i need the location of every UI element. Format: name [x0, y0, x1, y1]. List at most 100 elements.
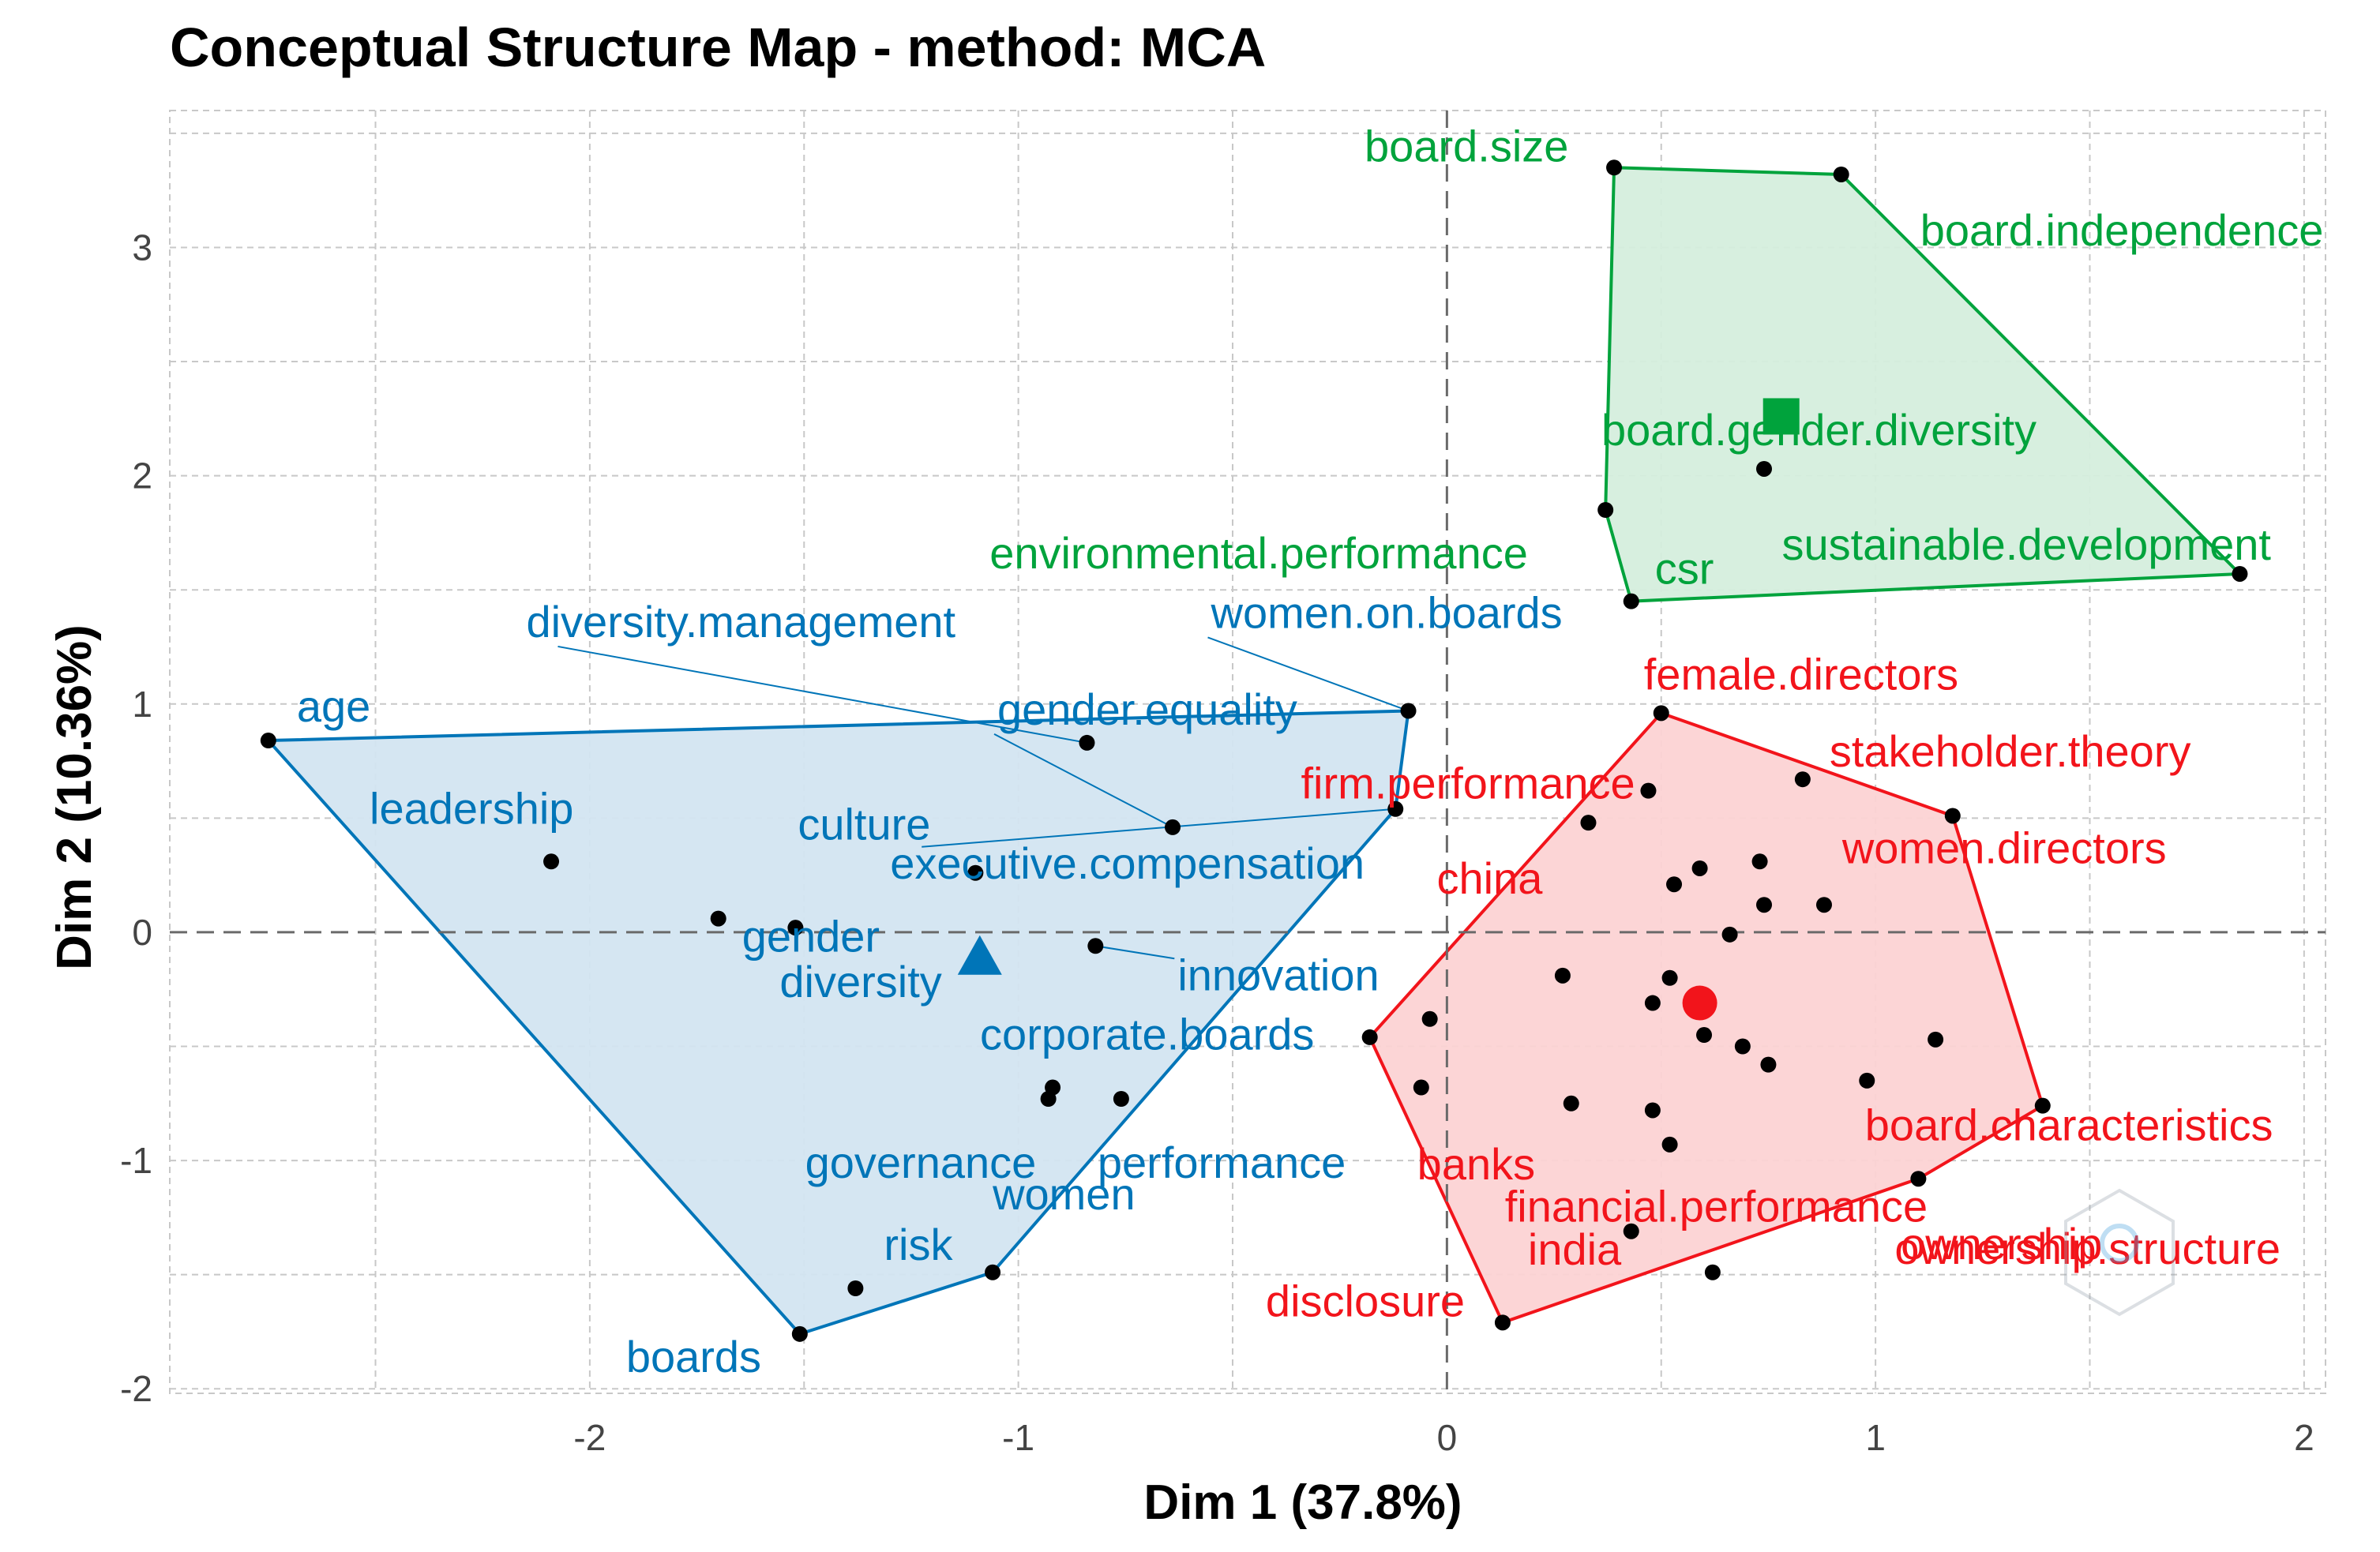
- cluster-centroids: [957, 398, 1800, 1021]
- term-point: [1928, 1031, 1944, 1048]
- term-label: ownership: [1901, 1219, 2102, 1269]
- y-tick-label: 1: [132, 684, 152, 725]
- term-label: women.on.boards: [1211, 587, 1563, 637]
- axis-ticks: -2 -1 0 1 2 -2 -1 0 1 2 3: [120, 227, 2314, 1458]
- term-label: innovation: [1177, 950, 1379, 999]
- term-point: [847, 1280, 864, 1296]
- term-point: [1597, 502, 1614, 519]
- term-point: [1087, 938, 1104, 954]
- term-label: board.size: [1365, 121, 1568, 171]
- y-tick-label: -2: [120, 1368, 152, 1409]
- leader-line: [1207, 636, 1409, 712]
- cluster-2-hull: [1604, 166, 2244, 603]
- term-point: [2232, 565, 2248, 582]
- term-label: board.characteristics: [1865, 1100, 2273, 1150]
- term-point: [1666, 876, 1683, 893]
- plot-frame: [169, 110, 2326, 1394]
- term-point: [1653, 705, 1669, 722]
- y-axis-title: Dim 2 (10.36%): [47, 624, 102, 970]
- x-axis-title: Dim 1 (37.8%): [1143, 1475, 1462, 1530]
- term-label: culture: [798, 800, 930, 849]
- term-point: [1696, 1027, 1713, 1044]
- term-label: financial.performance: [1505, 1182, 1928, 1231]
- term-label: india: [1528, 1224, 1622, 1274]
- term-label: diversity: [779, 957, 941, 1007]
- term-label: stakeholder.theory: [1830, 726, 2191, 776]
- term-point: [1040, 1091, 1057, 1108]
- term-point: [791, 1325, 808, 1342]
- term-point: [1661, 1136, 1678, 1153]
- term-point: [1833, 166, 1849, 182]
- term-point: [2034, 1097, 2051, 1114]
- term-point: [1563, 1095, 1579, 1112]
- term-point: [1387, 800, 1404, 817]
- term-label: risk: [884, 1220, 953, 1269]
- leader-line: [1095, 945, 1175, 960]
- term-point: [1756, 897, 1773, 913]
- term-point: [1079, 734, 1095, 751]
- leader-lines: [557, 636, 1409, 960]
- term-label: women.directors: [1841, 823, 2167, 872]
- term-label: diversity.management: [526, 597, 955, 647]
- term-point: [1623, 1223, 1639, 1239]
- x-tick-label: -2: [573, 1417, 606, 1458]
- term-label: female.directors: [1644, 649, 1958, 699]
- term-label: sustainable.development: [1781, 519, 2271, 569]
- x-tick-label: -1: [1002, 1417, 1034, 1458]
- term-label: board.gender.diversity: [1601, 405, 2037, 455]
- term-point: [1113, 1091, 1129, 1108]
- term-label: executive.compensation: [890, 838, 1365, 888]
- term-point: [1721, 926, 1738, 943]
- term-label: banks: [1417, 1139, 1535, 1189]
- y-tick-label: 0: [132, 912, 152, 953]
- cluster-1-centroid: [957, 935, 1002, 975]
- term-point: [787, 920, 804, 936]
- term-point: [1691, 860, 1708, 876]
- term-label: age: [297, 681, 370, 731]
- term-point: [543, 853, 560, 870]
- term-point: [1554, 967, 1571, 984]
- term-point: [1751, 853, 1768, 870]
- term-point: [1815, 897, 1832, 913]
- term-label: disclosure: [1266, 1276, 1465, 1325]
- term-point: [1606, 159, 1623, 176]
- term-label: board.independence: [1920, 205, 2324, 255]
- term-point: [1859, 1072, 1875, 1089]
- term-point: [1644, 995, 1661, 1011]
- term-label: ownership.structure: [1894, 1224, 2281, 1273]
- leader-line: [557, 645, 1087, 744]
- term-point: [1494, 1314, 1511, 1331]
- x-tick-label: 0: [1437, 1417, 1458, 1458]
- cluster-2-centroid: [1762, 398, 1800, 435]
- leader-line: [922, 808, 1396, 848]
- term-point: [1734, 1038, 1751, 1055]
- watermark-logo-icon: [2064, 1188, 2175, 1317]
- term-point: [1400, 703, 1417, 719]
- y-tick-label: 2: [132, 455, 152, 497]
- term-label: environmental.performance: [989, 528, 1528, 578]
- term-point: [1413, 1079, 1429, 1096]
- leader-line: [993, 733, 1173, 828]
- term-label: csr: [1655, 544, 1714, 594]
- term-point: [710, 910, 726, 927]
- term-label: governance: [805, 1138, 1037, 1187]
- term-point: [1704, 1264, 1721, 1280]
- y-tick-label: 3: [132, 227, 152, 268]
- term-point: [1165, 819, 1181, 835]
- term-point: [1944, 808, 1961, 824]
- chart-title: Conceptual Structure Map - method: MCA: [170, 17, 1266, 78]
- term-point: [1644, 1102, 1661, 1119]
- term-point: [1421, 1010, 1438, 1027]
- term-label: china: [1436, 853, 1543, 903]
- term-point: [1640, 782, 1657, 799]
- term-point: [1756, 460, 1773, 477]
- term-label: leadership: [370, 783, 573, 833]
- term-point: [985, 1264, 1001, 1280]
- term-point: [1794, 771, 1811, 788]
- term-point: [1623, 593, 1639, 609]
- term-label: gender.equality: [997, 684, 1297, 734]
- term-point: [967, 864, 984, 881]
- zero-lines: [170, 111, 2326, 1393]
- term-label: boards: [626, 1332, 761, 1381]
